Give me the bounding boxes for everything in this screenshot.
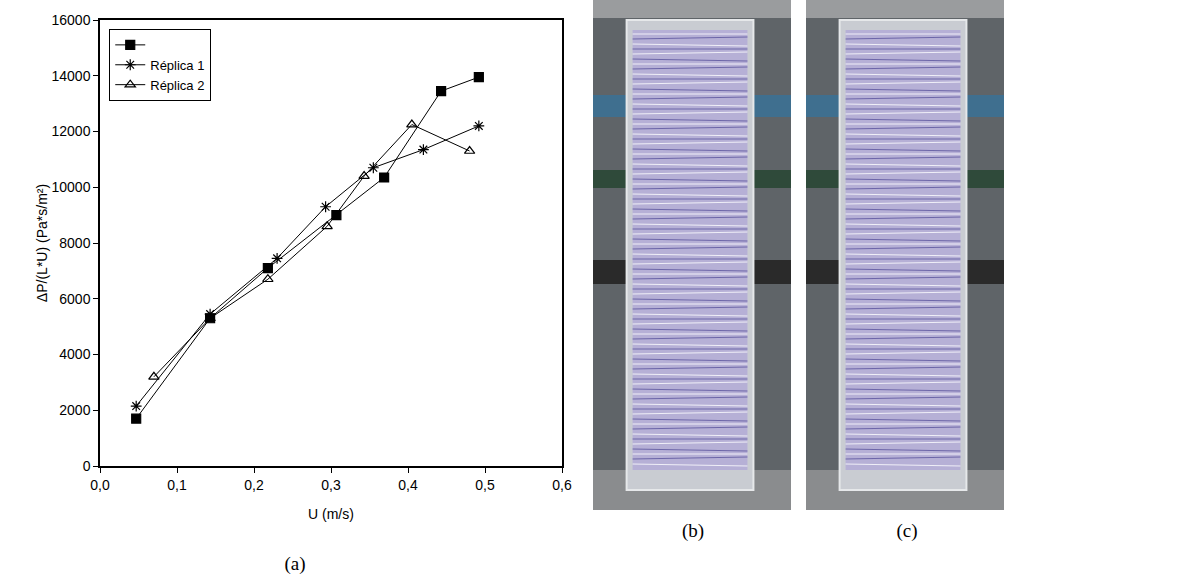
svg-text:0,0: 0,0 xyxy=(90,477,110,493)
svg-text:Réplica 2: Réplica 2 xyxy=(150,78,204,93)
svg-text:0,6: 0,6 xyxy=(552,477,572,493)
svg-text:0,5: 0,5 xyxy=(475,477,495,493)
svg-text:8000: 8000 xyxy=(59,235,90,251)
svg-text:0: 0 xyxy=(83,458,91,474)
svg-text:U (m/s): U (m/s) xyxy=(308,506,354,522)
svg-text:0,2: 0,2 xyxy=(244,477,264,493)
svg-text:2000: 2000 xyxy=(59,402,90,418)
svg-text:ΔP/(L*U) (Pa*s/m²): ΔP/(L*U) (Pa*s/m²) xyxy=(34,184,50,302)
html-text:(a): (a) xyxy=(284,553,306,574)
svg-text:Réplica 1: Réplica 1 xyxy=(150,58,204,73)
svg-text:0,4: 0,4 xyxy=(398,477,418,493)
svg-text:12000: 12000 xyxy=(52,123,91,139)
svg-text:6000: 6000 xyxy=(59,291,90,307)
svg-text:14000: 14000 xyxy=(52,68,91,84)
svg-text:16000: 16000 xyxy=(52,12,91,28)
html-text:(b): (b) xyxy=(681,520,705,541)
svg-text:4000: 4000 xyxy=(59,346,90,362)
svg-text:10000: 10000 xyxy=(52,179,91,195)
svg-text:0,1: 0,1 xyxy=(167,477,187,493)
svg-text:0,3: 0,3 xyxy=(321,477,341,493)
html-text:(c): (c) xyxy=(896,520,918,541)
